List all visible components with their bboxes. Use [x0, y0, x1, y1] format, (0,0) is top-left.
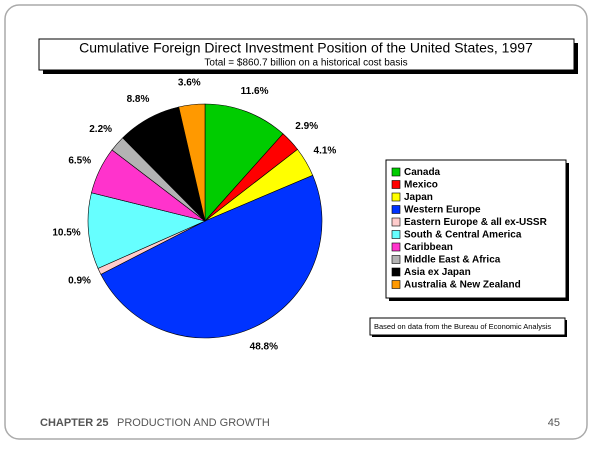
pie-slice	[204, 103, 284, 222]
footer-chapter: CHAPTER 25	[40, 417, 108, 429]
chart-subtitle: Total = $860.7 billion on a historical c…	[204, 58, 407, 69]
data-label: 8.8%	[127, 94, 150, 105]
data-label: 11.6%	[241, 86, 269, 97]
footer-title: PRODUCTION AND GROWTH	[117, 417, 270, 429]
legend-swatch	[391, 192, 401, 202]
legend-swatch	[391, 205, 401, 214]
pie-slice	[87, 192, 206, 269]
legend-label: Japan	[404, 192, 433, 203]
data-label: 0.9%	[68, 275, 91, 286]
chart-title: Cumulative Foreign Direct Investment Pos…	[79, 40, 533, 56]
footer-page: 45	[548, 417, 560, 429]
title-box	[38, 38, 575, 71]
legend-swatch	[391, 255, 401, 264]
legend-label: South & Central America	[404, 230, 522, 241]
data-label: 6.5%	[68, 155, 91, 166]
legend-label: Eastern Europe & all ex-USSR	[404, 217, 548, 228]
legend-swatch	[391, 230, 401, 239]
legend-swatch	[391, 167, 401, 177]
note-box	[369, 317, 566, 336]
data-label: 48.8%	[250, 342, 278, 353]
data-label: 10.5%	[52, 228, 80, 239]
note: Based on data from the Bureau of Economi…	[374, 322, 551, 331]
data-label: 2.2%	[89, 124, 112, 135]
pie-slice	[178, 103, 206, 222]
legend-label: Caribbean	[404, 242, 453, 253]
legend-swatch	[391, 180, 401, 189]
legend-label: Western Europe	[404, 205, 481, 216]
legend-swatch	[391, 280, 401, 289]
pie	[87, 103, 323, 339]
legend-swatch	[391, 217, 401, 227]
data-label: 4.1%	[314, 145, 337, 156]
legend-swatch	[391, 267, 401, 277]
legend-label: Middle East & Africa	[404, 255, 501, 266]
legend-label: Canada	[404, 167, 441, 178]
data-label: 2.9%	[295, 121, 318, 132]
data-label: 3.6%	[178, 78, 201, 89]
legend-label: Australia & New Zealand	[404, 280, 521, 291]
legend-swatch	[391, 242, 401, 252]
legend-box	[385, 159, 567, 299]
pie-slice	[100, 174, 323, 339]
legend-label: Asia ex Japan	[404, 267, 471, 278]
legend-label: Mexico	[404, 180, 438, 191]
